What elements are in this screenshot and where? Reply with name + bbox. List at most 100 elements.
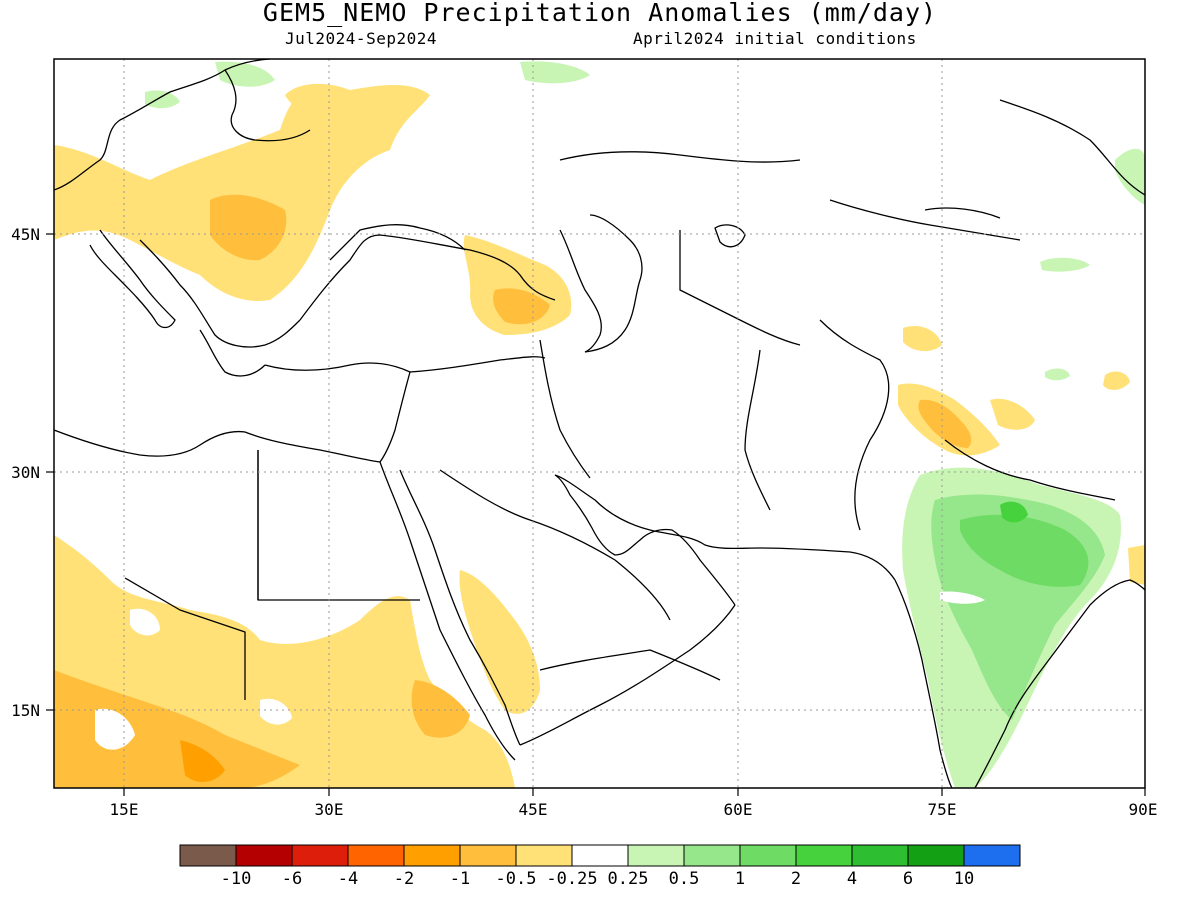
border-russia-kaz [559,151,801,163]
north-wet-patch-3 [145,90,180,109]
lon-tick-45e: 45E [519,800,548,819]
east-india-dry-patch [1128,545,1145,585]
lon-tick-30e: 30E [315,800,344,819]
balkans-dry-core [210,194,287,261]
colorbar-label: -0.5 [495,869,537,889]
caspian-east [584,214,643,353]
balkhash-lake [924,207,1001,219]
north-dry-area [285,83,430,150]
india-west-coast [894,579,953,788]
colorbar-label: 4 [846,869,858,889]
aral-sea [714,224,746,248]
colorbar-swatch [571,844,629,867]
caspian-west [559,229,602,353]
colorbar-swatch [291,844,349,867]
nepal-dry-patch [990,398,1035,430]
india-wet-core [1000,501,1028,523]
border-china-kazakh [829,199,1021,241]
colorbar-swatch [347,844,405,867]
colorbar-swatch [403,844,461,867]
border-iran-afghan [744,349,771,511]
gridlines [54,59,1145,788]
black-sea-coast [299,234,556,321]
iran-south-coast [759,547,896,581]
colorbar-swatch [515,844,573,867]
turkey-south-coast [264,362,411,373]
red-sea-east-coast [399,469,521,746]
baltic-coast [224,69,311,142]
caucasus-dry-core [493,288,550,325]
sahel-dry-strong [180,740,225,782]
black-sea-north [329,224,466,261]
border-mongolia [999,99,1145,196]
north-wet-patch [215,61,275,87]
colorbar-label: -6 [281,869,303,889]
border-sahara-2 [124,577,246,700]
anomaly-shading [54,61,1145,788]
arabia-east-coast [554,474,736,606]
border-india-nepal [944,439,1116,501]
lon-tick-labels: 15E 30E 45E 60E 75E 90E [110,800,1158,819]
initial-conditions: April2024 initial conditions [633,29,917,48]
india-wet-strong [960,514,1089,587]
balkan-coast [139,239,301,348]
plot-frame [53,58,1146,789]
persian-gulf-north [554,474,761,550]
colorbar-label: 6 [902,869,914,889]
border-saudi [439,469,671,621]
colorbar [179,844,1021,867]
sahel-dry-core [54,670,300,788]
africa-gap-2 [95,708,135,750]
colorbar-swatch [683,844,741,867]
ethiopia-dry-core [411,680,470,738]
colorbar-swatch [795,844,853,867]
coastlines-and-borders [54,59,1145,788]
italy-coast [89,229,176,329]
colorbar-swatch [963,844,1021,867]
colorbar-swatch [235,844,293,867]
colorbar-swatch [851,844,909,867]
border-turkey-syria [409,356,546,373]
tibet-dry-patch [1103,371,1130,390]
india-gap [940,591,985,604]
colorbar-label: 2 [790,869,802,889]
north-wet-patch-2 [520,61,590,84]
colorbar-label: -1 [449,869,471,889]
colorbar-label: -0.25 [546,869,598,889]
africa-gap-1 [130,608,160,636]
border-yemen-oman [539,649,721,681]
lat-tick-labels: 45N 30N 15N [11,225,40,720]
forecast-period: Jul2024-Sep2024 [285,29,437,48]
map-title: GEM5_NEMO Precipitation Anomalies (mm/da… [262,0,938,27]
border-iran-iraq [539,339,591,479]
colorbar-label: 0.5 [668,869,700,889]
tibet-wet-patch [1045,368,1070,381]
red-sea-west-coast [379,461,516,761]
colorbar-swatch [739,844,797,867]
colorbar-swatch [627,844,685,867]
levant-coast [379,371,411,463]
colorbar-label: -4 [337,869,359,889]
colorbar-label: 1 [734,869,746,889]
colorbar-label: -2 [393,869,415,889]
colorbar-swatch [907,844,965,867]
europe-coast [54,59,271,191]
kashmir-dry-patch [903,325,942,352]
lon-tick-15e: 15E [110,800,139,819]
colorbar-swatch [459,844,517,867]
border-central-asia [679,230,801,346]
mongolia-wet-patch [1115,148,1145,205]
colorbar-label: 0.25 [607,869,649,889]
lat-tick-45n: 45N [11,225,40,244]
greece-coast [199,329,266,377]
lon-tick-75e: 75E [928,800,957,819]
europe-dry-area [54,85,390,301]
lat-tick-30n: 30N [11,463,40,482]
india-east-coast [974,579,1145,788]
lat-tick-15n: 15N [11,701,40,720]
ethiopia-dry-area [459,570,540,714]
colorbar-label: -10 [220,869,252,889]
border-afghan-pakistan [819,319,890,531]
himalaya-dry-core [918,399,972,448]
